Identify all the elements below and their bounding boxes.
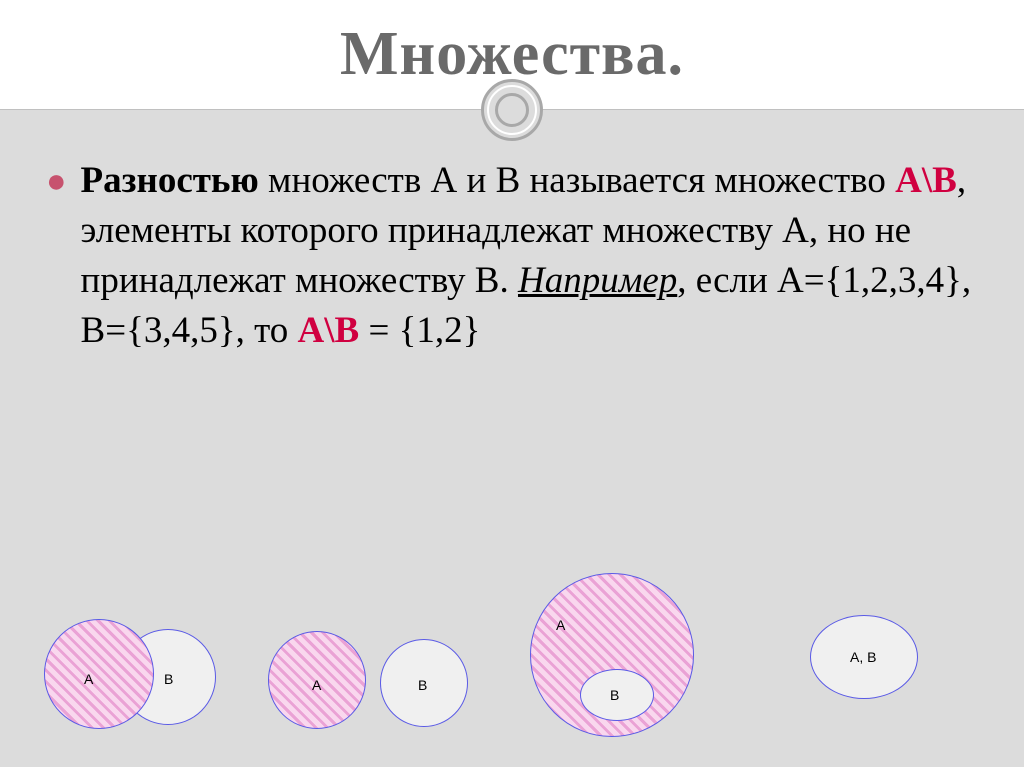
label-a: А (84, 671, 93, 687)
venn-disjoint: А В (268, 625, 468, 735)
label-b: В (164, 671, 173, 687)
set-notation-ab-2: А\В (298, 310, 360, 351)
set-a-circle-hatched (44, 619, 154, 729)
venn-overlap: А В (44, 611, 212, 735)
set-notation-ab: А\В (895, 160, 957, 201)
definition-paragraph: Разностью множеств А и В называется множ… (81, 156, 978, 356)
term-difference: Разностью (81, 160, 259, 201)
title-bar: Множества. (0, 0, 1024, 110)
example-label: Например (518, 260, 677, 301)
text-run: множеств А и В называется множество (259, 160, 895, 201)
label-b: В (610, 687, 619, 703)
venn-equal: А, В (810, 607, 930, 717)
bullet-item: ● Разностью множеств А и В называется мн… (46, 156, 978, 356)
body-area: ● Разностью множеств А и В называется мн… (0, 110, 1024, 356)
bullet-icon: ● (46, 156, 67, 206)
text-run: = {1,2} (359, 310, 480, 351)
label-a: А (312, 677, 321, 693)
venn-diagrams-row: А В А В А В А, В (0, 575, 1024, 735)
label-b: В (418, 677, 427, 693)
label-a: А (556, 617, 565, 633)
venn-subset: А В (530, 573, 710, 743)
slide-title: Множества. (340, 19, 684, 90)
label-ab: А, В (850, 649, 876, 665)
slide: Множества. ● Разностью множеств А и В на… (0, 0, 1024, 767)
